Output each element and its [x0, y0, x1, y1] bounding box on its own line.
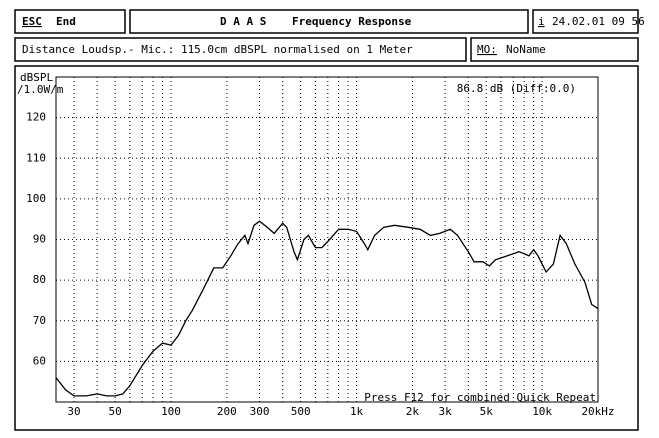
title-box	[129, 9, 529, 34]
x-tick-label: 5k	[480, 405, 494, 418]
y-tick-label: 110	[26, 151, 46, 164]
info-box[interactable]	[532, 9, 639, 34]
x-tick-label: 3k	[438, 405, 452, 418]
y-tick-label: 70	[33, 314, 46, 327]
y-tick-label: 100	[26, 192, 46, 205]
measurement-box	[14, 37, 467, 62]
measurement-info: Distance Loudsp.- Mic.: 115.0cm dBSPL no…	[22, 43, 413, 56]
x-tick-label: 10k	[532, 405, 552, 418]
name-box[interactable]	[470, 37, 639, 62]
y-tick-label: 60	[33, 354, 46, 367]
x-tick-label: 500	[291, 405, 311, 418]
esc-label[interactable]: End	[56, 15, 76, 28]
y-tick-label: 80	[33, 273, 46, 286]
y-tick-label: 90	[33, 233, 46, 246]
level-readout: 86.8 dB (Diff:0.0)	[457, 82, 576, 95]
x-tick-label: 20kHz	[581, 405, 614, 418]
status-hint: Press F12 for combined Quick Repeat	[364, 391, 596, 404]
window-title: Frequency Response	[292, 15, 412, 28]
y-label: dBSPL	[20, 71, 53, 84]
x-tick-label: 30	[67, 405, 80, 418]
info-key[interactable]: i	[538, 15, 545, 28]
esc-key[interactable]: ESC	[22, 15, 42, 28]
x-tick-label: 100	[161, 405, 181, 418]
x-tick-label: 50	[109, 405, 122, 418]
response-curve	[55, 220, 599, 397]
esc-button[interactable]	[14, 9, 126, 34]
app-name: D A A S	[220, 15, 266, 28]
chart-frame	[14, 65, 639, 431]
x-tick-label: 2k	[406, 405, 420, 418]
y-label: /1.0W/m	[17, 83, 64, 96]
name: NoName	[506, 43, 546, 56]
x-tick-label: 1k	[350, 405, 364, 418]
x-tick-label: 200	[217, 405, 237, 418]
y-tick-label: 120	[26, 111, 46, 124]
mo-key[interactable]: MO:	[477, 43, 497, 56]
x-tick-label: 300	[250, 405, 270, 418]
datetime: 24.02.01 09 56	[552, 15, 645, 28]
